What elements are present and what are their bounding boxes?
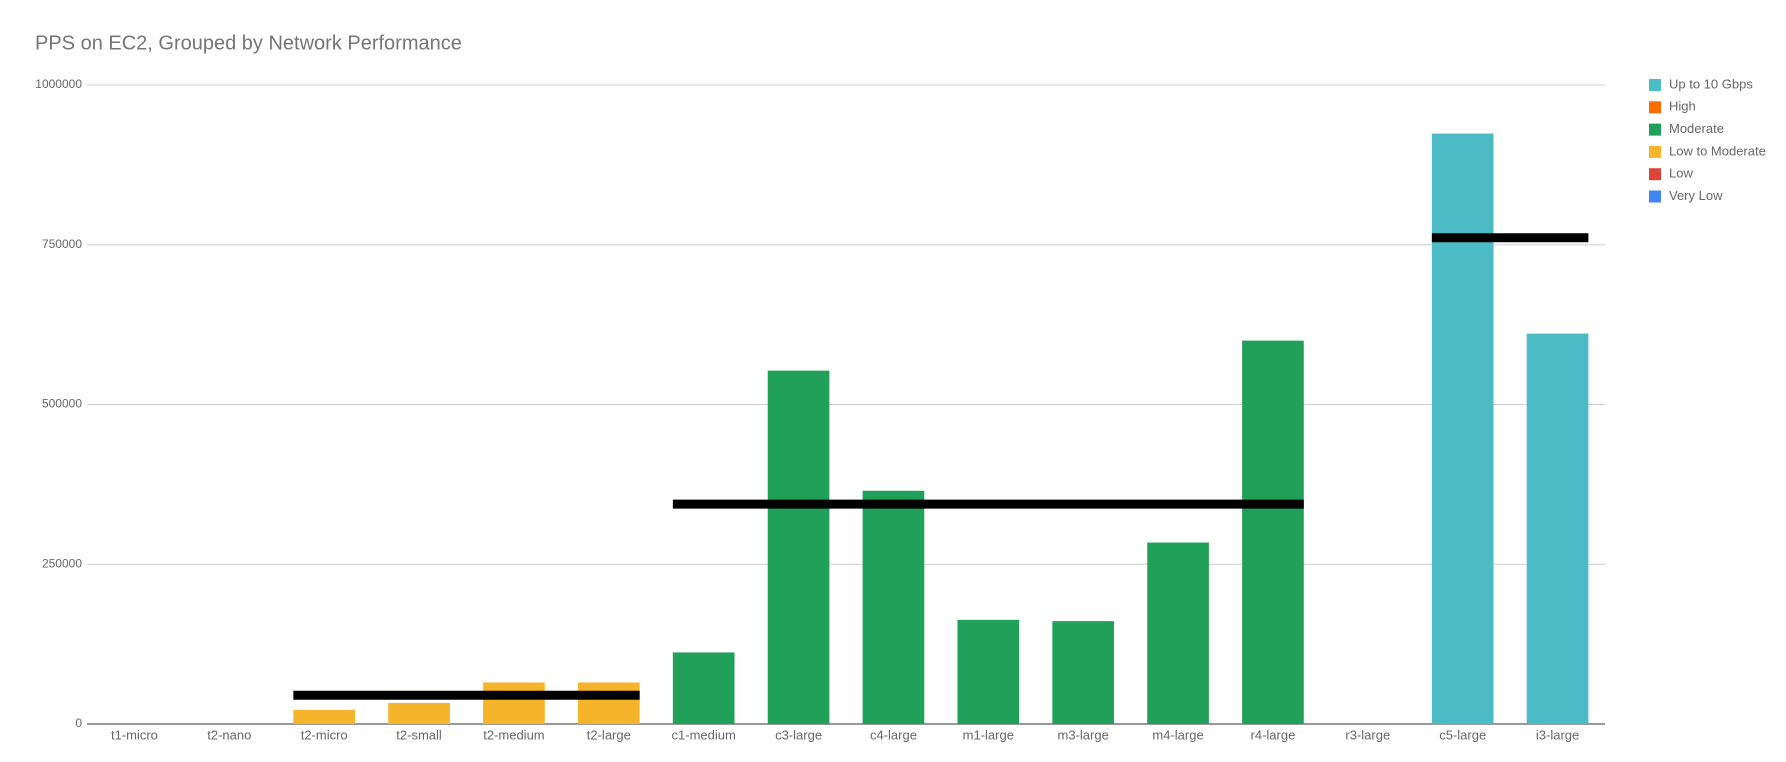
bar [1242,340,1304,724]
bar [957,619,1020,724]
x-tick-label: t2-medium [483,727,544,742]
legend-swatch [1649,168,1661,181]
x-tick-label: r3-large [1345,727,1390,742]
bar [577,682,640,724]
x-tick-label: t2-micro [301,727,348,742]
bar [388,702,450,724]
x-tick-label: c1-medium [672,727,736,742]
x-tick-label: m4-large [1152,727,1203,742]
x-tick-label: t1-micro [111,727,158,742]
legend-label: Low [1669,166,1693,181]
y-tick-label: 250000 [42,556,82,570]
x-tick-label: t2-large [587,727,631,742]
legend-swatch [1649,145,1661,158]
legend-label: High [1669,99,1696,114]
bar [672,652,735,724]
bar [1526,333,1589,724]
chart-title: PPS on EC2, Grouped by Network Performan… [35,32,462,54]
legend-label: Up to 10 Gbps [1669,76,1753,91]
bar [293,709,356,724]
legend-swatch [1649,190,1661,203]
bar [1052,621,1115,724]
x-tick-label: c4-large [870,727,917,742]
bar [862,490,925,724]
legend-label: Moderate [1669,121,1724,136]
legend-label: Very Low [1669,188,1723,203]
y-tick-label: 500000 [42,397,82,411]
y-tick-label: 750000 [42,237,82,251]
y-tick-label: 0 [75,716,82,730]
bar [483,682,545,724]
x-tick-label: r4-large [1251,727,1296,742]
x-tick-label: t2-nano [207,727,251,742]
legend-label: Low to Moderate [1669,143,1766,158]
x-tick-label: c5-large [1439,727,1486,742]
bar [1147,542,1209,724]
legend-swatch [1649,101,1661,114]
x-tick-label: c3-large [775,727,822,742]
legend-swatch [1649,79,1661,91]
y-tick-label: 1000000 [35,77,82,91]
legend-swatch [1649,123,1661,136]
bar [767,370,830,724]
bar [1431,133,1494,725]
x-tick-label: i3-large [1536,727,1579,742]
x-tick-label: m3-large [1058,727,1109,742]
x-tick-label: t2-small [396,727,442,742]
x-tick-label: m1-large [963,727,1014,742]
